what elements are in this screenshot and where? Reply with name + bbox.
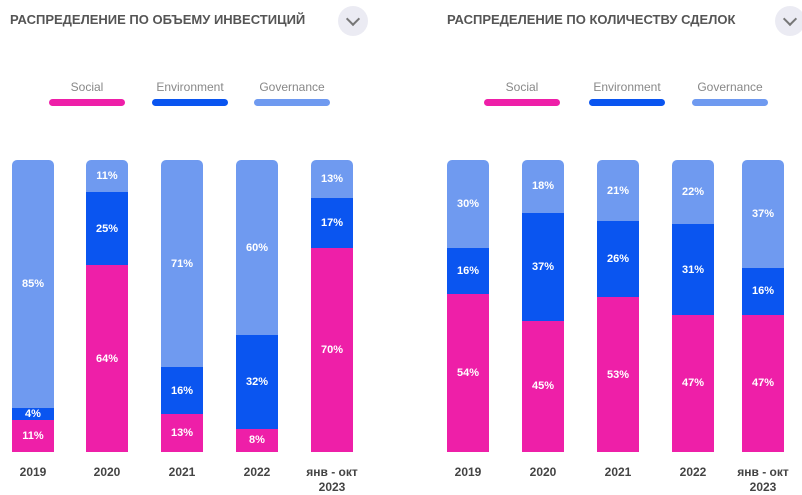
value-label: 26% xyxy=(606,253,630,266)
legend-label: Social xyxy=(70,80,104,94)
bar-segment: 85% xyxy=(12,160,54,409)
value-label: 54% xyxy=(456,367,480,380)
value-label: 16% xyxy=(170,384,194,397)
value-label: 47% xyxy=(751,377,775,390)
x-tick-label: 2021 xyxy=(168,465,196,479)
value-label: 37% xyxy=(751,208,775,221)
value-label: 16% xyxy=(456,264,480,277)
legend-swatch xyxy=(254,99,330,106)
bar-segment: 8% xyxy=(236,428,278,452)
value-label: 64% xyxy=(95,352,119,365)
bar-segment: 16% xyxy=(161,367,203,415)
bar-stack: 47% 31% 22% xyxy=(672,160,714,452)
legend-swatch xyxy=(589,99,665,106)
x-tick-label: 2020 xyxy=(529,465,557,479)
bar-segment: 70% xyxy=(311,247,353,452)
x-tick-label: янв - окт 2023 xyxy=(306,465,358,494)
bar-segment: 21% xyxy=(597,160,639,222)
bar-segment: 31% xyxy=(672,224,714,315)
value-label: 18% xyxy=(531,180,555,193)
bar-segment: 18% xyxy=(522,160,564,213)
value-label: 60% xyxy=(245,241,269,254)
value-label: 47% xyxy=(681,377,705,390)
bar-stack: 11% 4% 85% xyxy=(12,160,54,452)
bar-segment: 64% xyxy=(86,265,128,452)
bar-segment: 11% xyxy=(12,419,54,452)
value-label: 13% xyxy=(320,172,344,185)
bar-segment: 60% xyxy=(236,160,278,336)
value-label: 22% xyxy=(681,186,705,199)
legend-swatch xyxy=(49,99,125,106)
bar-segment: 13% xyxy=(311,160,353,198)
bar-segment: 11% xyxy=(86,160,128,193)
bar-stack: 53% 26% 21% xyxy=(597,160,639,452)
legend-label: Governance xyxy=(259,80,325,94)
legend-label: Social xyxy=(505,80,539,94)
value-label: 31% xyxy=(681,263,705,276)
chart-title: РАСПРЕДЕЛЕНИЕ ПО ОБЪЕМУ ИНВЕСТИЦИЙ xyxy=(10,12,306,27)
bar-stack: 13% 16% 71% xyxy=(161,160,203,452)
value-label: 8% xyxy=(249,434,265,447)
bar-stack: 70% 17% 13% xyxy=(311,160,353,452)
bar-segment: 16% xyxy=(447,247,489,295)
bar-stack: 8% 32% 60% xyxy=(236,160,278,452)
value-label: 30% xyxy=(456,197,480,210)
legend-label: Governance xyxy=(697,80,763,94)
legend-label: Environment xyxy=(156,80,224,94)
value-label: 45% xyxy=(531,380,555,393)
value-label: 71% xyxy=(170,257,194,270)
expand-button[interactable] xyxy=(775,6,802,36)
x-tick-label: 2019 xyxy=(19,465,47,479)
value-label: 70% xyxy=(320,343,344,356)
bar-segment: 16% xyxy=(742,268,784,315)
bar-segment: 22% xyxy=(672,160,714,225)
bar-stack: 64% 25% 11% xyxy=(86,160,128,452)
bar-segment: 4% xyxy=(12,408,54,420)
x-tick-label: 2022 xyxy=(243,465,271,479)
value-label: 37% xyxy=(531,260,555,273)
bar-segment: 32% xyxy=(236,335,278,429)
bar-segment: 71% xyxy=(161,160,203,368)
bar-segment: 53% xyxy=(597,297,639,452)
bar-segment: 47% xyxy=(672,314,714,452)
legend-swatch xyxy=(484,99,560,106)
value-label: 17% xyxy=(320,216,344,229)
legend-swatch xyxy=(692,99,768,106)
bar-segment: 13% xyxy=(161,414,203,452)
value-label: 16% xyxy=(751,285,775,298)
bar-segment: 47% xyxy=(742,314,784,452)
value-label: 21% xyxy=(606,184,630,197)
bar-stack: 47% 16% 37% xyxy=(742,160,784,452)
bar-segment: 37% xyxy=(742,160,784,269)
value-label: 32% xyxy=(245,375,269,388)
value-label: 4% xyxy=(25,408,41,421)
bar-segment: 30% xyxy=(447,160,489,248)
bar-segment: 54% xyxy=(447,294,489,452)
bar-segment: 37% xyxy=(522,212,564,321)
bar-segment: 45% xyxy=(522,320,564,452)
bar-segment: 26% xyxy=(597,221,639,298)
bar-stack: 45% 37% 18% xyxy=(522,160,564,452)
value-label: 25% xyxy=(95,222,119,235)
legend-label: Environment xyxy=(593,80,661,94)
x-tick-label: 2021 xyxy=(604,465,632,479)
x-tick-label: 2022 xyxy=(679,465,707,479)
chart-title: РАСПРЕДЕЛЕНИЕ ПО КОЛИЧЕСТВУ СДЕЛОК xyxy=(447,12,736,27)
bar-segment: 25% xyxy=(86,192,128,266)
x-tick-label: 2019 xyxy=(454,465,482,479)
value-label: 11% xyxy=(22,429,44,442)
bar-stack: 54% 16% 30% xyxy=(447,160,489,452)
value-label: 13% xyxy=(170,427,194,440)
value-label: 85% xyxy=(21,278,45,291)
value-label: 53% xyxy=(606,368,630,381)
x-tick-label: янв - окт 2023 xyxy=(737,465,789,494)
bar-segment: 17% xyxy=(311,197,353,248)
x-tick-label: 2020 xyxy=(93,465,121,479)
legend-swatch xyxy=(152,99,228,106)
expand-button[interactable] xyxy=(338,6,368,36)
value-label: 11% xyxy=(96,170,118,183)
